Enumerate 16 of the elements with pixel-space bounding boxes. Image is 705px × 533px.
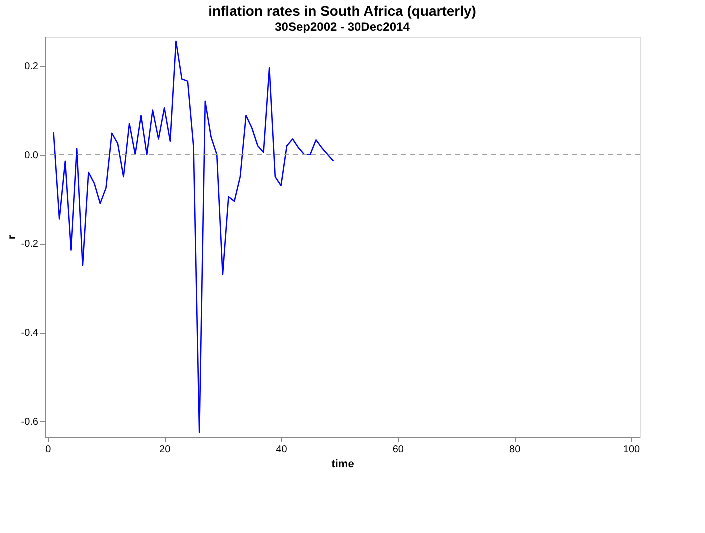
x-axis-title: time bbox=[332, 458, 354, 470]
chart-subtitle: 30Sep2002 - 30Dec2014 bbox=[275, 20, 410, 34]
y-tick-label: -0.6 bbox=[21, 416, 39, 428]
y-tick-label: -0.4 bbox=[21, 328, 39, 340]
x-tick-label: 80 bbox=[510, 444, 522, 456]
x-tick-label: 60 bbox=[392, 444, 404, 456]
x-tick-label: 20 bbox=[160, 444, 172, 456]
y-tick-label: -0.2 bbox=[21, 239, 39, 250]
x-tick-label: 100 bbox=[623, 444, 641, 456]
x-tick-label: 0 bbox=[46, 444, 52, 456]
chart-title: inflation rates in South Africa (quarterly) bbox=[208, 3, 476, 19]
y-tick-label: 0.0 bbox=[24, 150, 39, 162]
line-series bbox=[53, 40, 334, 434]
y-tick-label: 0.2 bbox=[24, 61, 39, 72]
y-axis-title: r bbox=[6, 234, 18, 240]
x-tick-label: 40 bbox=[276, 444, 288, 456]
